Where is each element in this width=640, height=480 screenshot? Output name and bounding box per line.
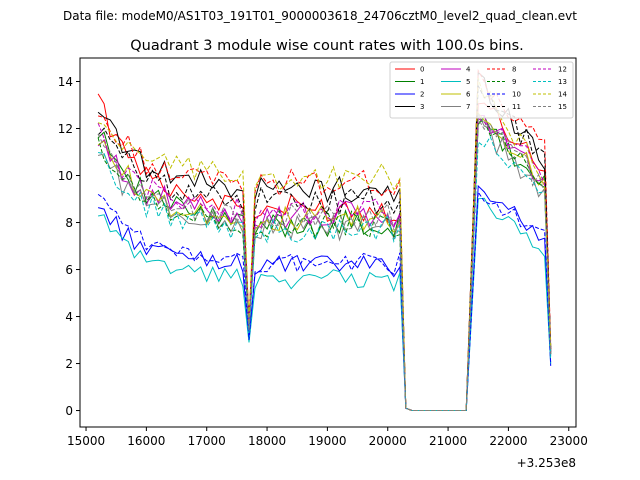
legend-label-9: 9	[512, 78, 516, 86]
y-tick-label: 8	[65, 216, 73, 230]
legend-label-4: 4	[466, 66, 471, 74]
axes-frame	[79, 57, 577, 428]
x-tick-label: 17000	[188, 434, 226, 448]
legend-label-10: 10	[512, 91, 521, 99]
legend-label-5: 5	[466, 78, 470, 86]
plot-area	[97, 68, 552, 411]
x-tick-label: 22000	[489, 434, 527, 448]
legend-label-7: 7	[466, 103, 470, 111]
series-line-8	[97, 68, 552, 411]
x-tick-label: 21000	[429, 434, 467, 448]
chart-title: Quadrant 3 module wise count rates with …	[130, 38, 524, 54]
legend-label-12: 12	[558, 66, 567, 74]
series-line-12	[97, 117, 552, 411]
y-tick-label: 14	[58, 75, 73, 89]
y-tick-label: 4	[65, 310, 73, 324]
series-line-5	[98, 197, 552, 411]
legend-label-2: 2	[420, 91, 424, 99]
series-line-13	[98, 135, 552, 411]
legend-label-14: 14	[558, 91, 567, 99]
series-line-15	[97, 117, 552, 411]
legend-label-3: 3	[420, 103, 424, 111]
y-tick-label: 12	[58, 122, 73, 136]
series-line-10	[97, 190, 552, 411]
series-line-9	[97, 120, 552, 411]
legend-label-11: 11	[512, 103, 521, 111]
y-axis: 0 2 4 6 8 10 12 14	[58, 75, 80, 418]
legend-label-13: 13	[558, 78, 567, 86]
y-tick-label: 10	[58, 169, 73, 183]
y-tick-label: 2	[65, 357, 73, 371]
x-tick-label: 23000	[550, 434, 588, 448]
legend-label-15: 15	[558, 103, 567, 111]
legend-label-8: 8	[512, 66, 516, 74]
y-tick-label: 6	[65, 263, 73, 277]
series-line-2	[97, 184, 552, 411]
series-line-14	[97, 77, 552, 411]
legend-label-1: 1	[420, 78, 424, 86]
series-line-0	[97, 93, 552, 411]
x-tick-label: 16000	[127, 434, 165, 448]
x-tick-label: 20000	[369, 434, 407, 448]
legend-label-0: 0	[420, 66, 424, 74]
suptitle: Data file: modeM0/AS1T03_191T01_90000036…	[63, 9, 577, 23]
legend-label-6: 6	[466, 91, 471, 99]
x-tick-label: 15000	[67, 434, 105, 448]
y-tick-label: 0	[65, 404, 73, 418]
x-tick-label: 19000	[308, 434, 346, 448]
x-axis: 15000 16000 17000 18000 19000 20000 21000 22000…	[67, 427, 588, 448]
series-line-11	[97, 83, 552, 411]
x-tick-label: 18000	[248, 434, 286, 448]
legend-frame	[389, 61, 574, 119]
x-offset-label: +3.253e8	[517, 456, 576, 470]
